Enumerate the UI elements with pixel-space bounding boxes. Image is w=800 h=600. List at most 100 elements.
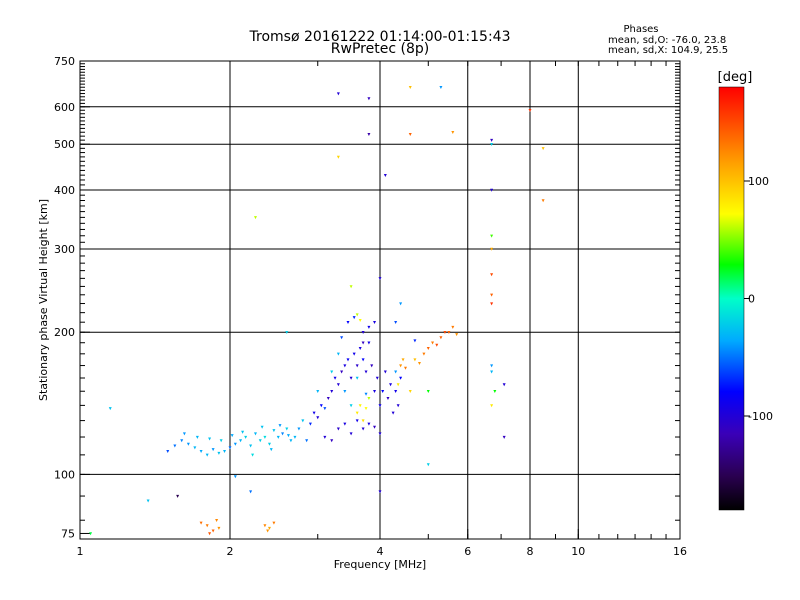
legend-x-stats: mean, sd,X: 104.9, 25.5 [608,45,728,56]
data-point [349,404,353,408]
data-point [336,352,340,356]
data-point [260,425,264,429]
data-point [293,435,297,439]
data-point [233,442,237,446]
data-point [355,411,359,415]
data-point [389,383,393,387]
data-point [361,419,365,423]
data-point [266,529,270,533]
y-tick-label: 200 [54,326,75,339]
data-point [413,339,417,343]
data-point [193,446,197,450]
data-point [378,432,382,436]
data-point [528,109,532,113]
data-point [541,199,545,203]
data-point [343,390,347,394]
x-tick-label: 8 [527,545,534,558]
data-point [490,188,494,192]
data-point [426,463,430,467]
data-point [349,432,353,436]
data-point [417,361,421,365]
colorbar-tick-label: 0 [748,293,755,306]
data-point [301,419,305,423]
data-point [205,524,209,528]
data-point [439,336,443,340]
data-point [426,346,430,350]
axis-ticks: 1 2 4 6 8 10 16 75 100 200 300 400 500 600 750 [54,55,687,558]
x-tick-label: 2 [227,545,234,558]
data-point [326,396,330,400]
data-point [249,444,253,448]
chart-title: Tromsø 20161222 01:14:00-01:15:43 [249,29,511,45]
legend-o-stats: mean, sd,O: -76.0, 23.8 [608,35,726,46]
data-point [408,132,412,136]
data-point [394,320,398,324]
data-point [493,390,497,394]
data-point [422,352,426,356]
data-point [108,407,112,411]
data-point [281,432,285,436]
data-point [263,524,267,528]
data-point [308,422,312,426]
data-point [343,364,347,368]
data-point [490,302,494,306]
data-point [408,390,412,394]
data-point [336,383,340,387]
data-point [490,370,494,374]
data-point [253,432,257,436]
data-point [383,370,387,374]
data-point [352,352,356,356]
data-points [89,86,545,536]
data-point [217,526,221,530]
data-point [272,429,276,433]
data-point [319,404,323,408]
data-point [239,439,243,443]
data-point [258,439,262,443]
data-point [361,331,365,335]
y-tick-label: 400 [54,184,75,197]
data-point [316,416,320,420]
data-point [323,435,327,439]
colorbar-tick-label: 100 [748,175,769,188]
data-point [413,358,417,362]
data-point [502,383,506,387]
data-point [358,346,362,350]
data-point [431,341,435,345]
data-point [336,427,340,431]
data-point [367,396,371,400]
data-point [272,521,276,525]
data-point [349,376,353,380]
x-tick-label: 4 [377,545,384,558]
data-point [399,302,403,306]
data-point [199,449,203,453]
data-point [343,422,347,426]
data-point [426,390,430,394]
data-point [367,325,371,329]
data-point [249,490,253,494]
data-point [447,331,451,335]
data-point [439,86,443,90]
data-point [355,376,359,380]
y-tick-label: 600 [54,101,75,114]
data-point [383,173,387,177]
data-point [263,435,267,439]
legend-title: Phases [623,24,658,35]
data-point [333,376,337,380]
data-point [370,364,374,368]
data-point [375,376,379,380]
data-point [386,396,390,400]
data-point [233,475,237,479]
y-tick-label: 75 [61,527,75,540]
data-point [219,439,223,443]
grid-lines [80,61,680,539]
colorbar-tick-label: -100 [748,410,773,423]
data-point [408,86,412,90]
data-point [285,331,289,335]
data-point [490,293,494,297]
data-point [358,404,362,408]
data-point [89,532,93,536]
y-tick-label: 500 [54,138,75,151]
data-point [358,319,362,323]
data-point [451,325,455,329]
data-point [176,494,180,498]
